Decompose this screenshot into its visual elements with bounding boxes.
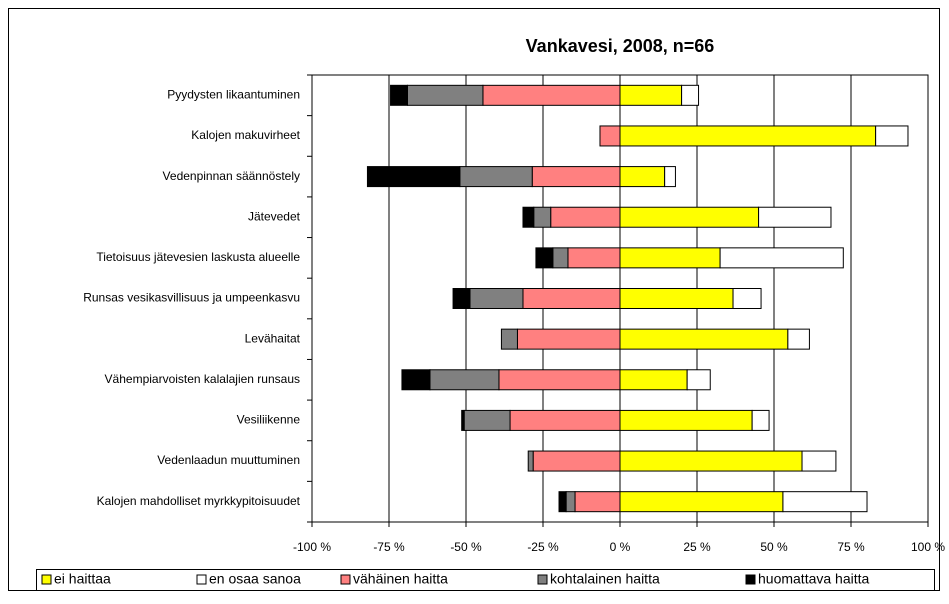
bar <box>619 166 666 188</box>
bar <box>516 328 621 350</box>
bar <box>532 450 621 472</box>
bar <box>498 369 621 391</box>
y-tick-label: Levähaitat <box>245 331 301 345</box>
legend-swatch <box>537 574 548 585</box>
y-tick-label: Vähempiarvoisten kalalajien runsaus <box>105 372 300 386</box>
bar <box>751 409 770 431</box>
bar <box>619 491 784 513</box>
legend-label: en osaa sanoa <box>209 571 301 587</box>
bar <box>619 328 789 350</box>
legend-label: vähäinen haitta <box>353 571 448 587</box>
bar <box>550 206 621 228</box>
y-tick-label: Runsas vesikasvillisuus ja umpeenkasvu <box>83 291 300 305</box>
bar <box>599 125 621 147</box>
x-tick-label: 25 % <box>683 540 711 554</box>
bar <box>565 491 576 513</box>
bar <box>686 369 711 391</box>
bar <box>500 328 518 350</box>
bar <box>758 206 832 228</box>
x-tick-label: -75 % <box>373 540 405 554</box>
bar <box>619 369 688 391</box>
bar <box>482 84 621 106</box>
legend-label: kohtalainen haitta <box>550 571 660 587</box>
legend-swatch <box>340 574 351 585</box>
bar <box>719 247 844 269</box>
x-tick-label: -100 % <box>293 540 331 554</box>
bar <box>787 328 810 350</box>
bar <box>522 288 621 309</box>
bar <box>469 288 524 309</box>
y-tick-label: Jätevedet <box>248 209 301 223</box>
bar <box>619 409 753 431</box>
bar <box>463 409 511 431</box>
bar <box>522 206 535 228</box>
x-tick-label: 0 % <box>610 540 631 554</box>
bar <box>619 450 803 472</box>
chart-title: Vankavesi, 2008, n=66 <box>526 36 715 56</box>
x-tick-label: 50 % <box>760 540 788 554</box>
bar <box>567 247 621 269</box>
bar <box>782 491 868 513</box>
bar <box>459 166 533 188</box>
bar <box>452 288 471 309</box>
bar <box>664 166 676 188</box>
x-tick-label: -50 % <box>450 540 482 554</box>
legend-swatch <box>196 574 207 585</box>
legend-box <box>36 569 935 591</box>
bar <box>574 491 621 513</box>
x-tick-label: -25 % <box>527 540 559 554</box>
bar <box>558 491 567 513</box>
bar <box>619 247 721 269</box>
bar <box>527 450 534 472</box>
x-tick-label: 75 % <box>837 540 865 554</box>
legend-swatch <box>41 574 52 585</box>
bar <box>619 84 683 106</box>
y-tick-label: Tietoisuus jätevesien laskusta alueelle <box>96 250 300 264</box>
y-tick-label: Kalojen mahdolliset myrkkypitoisuudet <box>97 494 301 508</box>
y-tick-label: Pyydysten likaantuminen <box>167 87 300 101</box>
bar <box>535 247 554 269</box>
bar <box>533 206 552 228</box>
bar <box>619 206 760 228</box>
bar <box>406 84 484 106</box>
y-tick-label: Vesiliikenne <box>237 413 301 427</box>
bar <box>552 247 569 269</box>
legend-label: huomattava haitta <box>758 571 870 587</box>
bar <box>429 369 500 391</box>
bar <box>619 288 734 309</box>
x-tick-label: 100 % <box>911 540 945 554</box>
bar <box>875 125 909 147</box>
bar <box>732 288 762 309</box>
bar <box>366 166 461 188</box>
bar <box>390 84 408 106</box>
bar <box>461 409 465 431</box>
bar <box>401 369 431 391</box>
y-tick-label: Kalojen makuvirheet <box>191 128 300 142</box>
legend-label: ei haittaa <box>54 571 111 587</box>
bar <box>681 84 700 106</box>
legend-swatch <box>745 574 756 585</box>
y-tick-label: Vedenpinnan säännöstely <box>163 169 300 183</box>
bar <box>509 409 621 431</box>
bar <box>531 166 621 188</box>
bar <box>619 125 877 147</box>
bar <box>801 450 837 472</box>
y-tick-label: Vedenlaadun muuttuminen <box>157 453 300 467</box>
